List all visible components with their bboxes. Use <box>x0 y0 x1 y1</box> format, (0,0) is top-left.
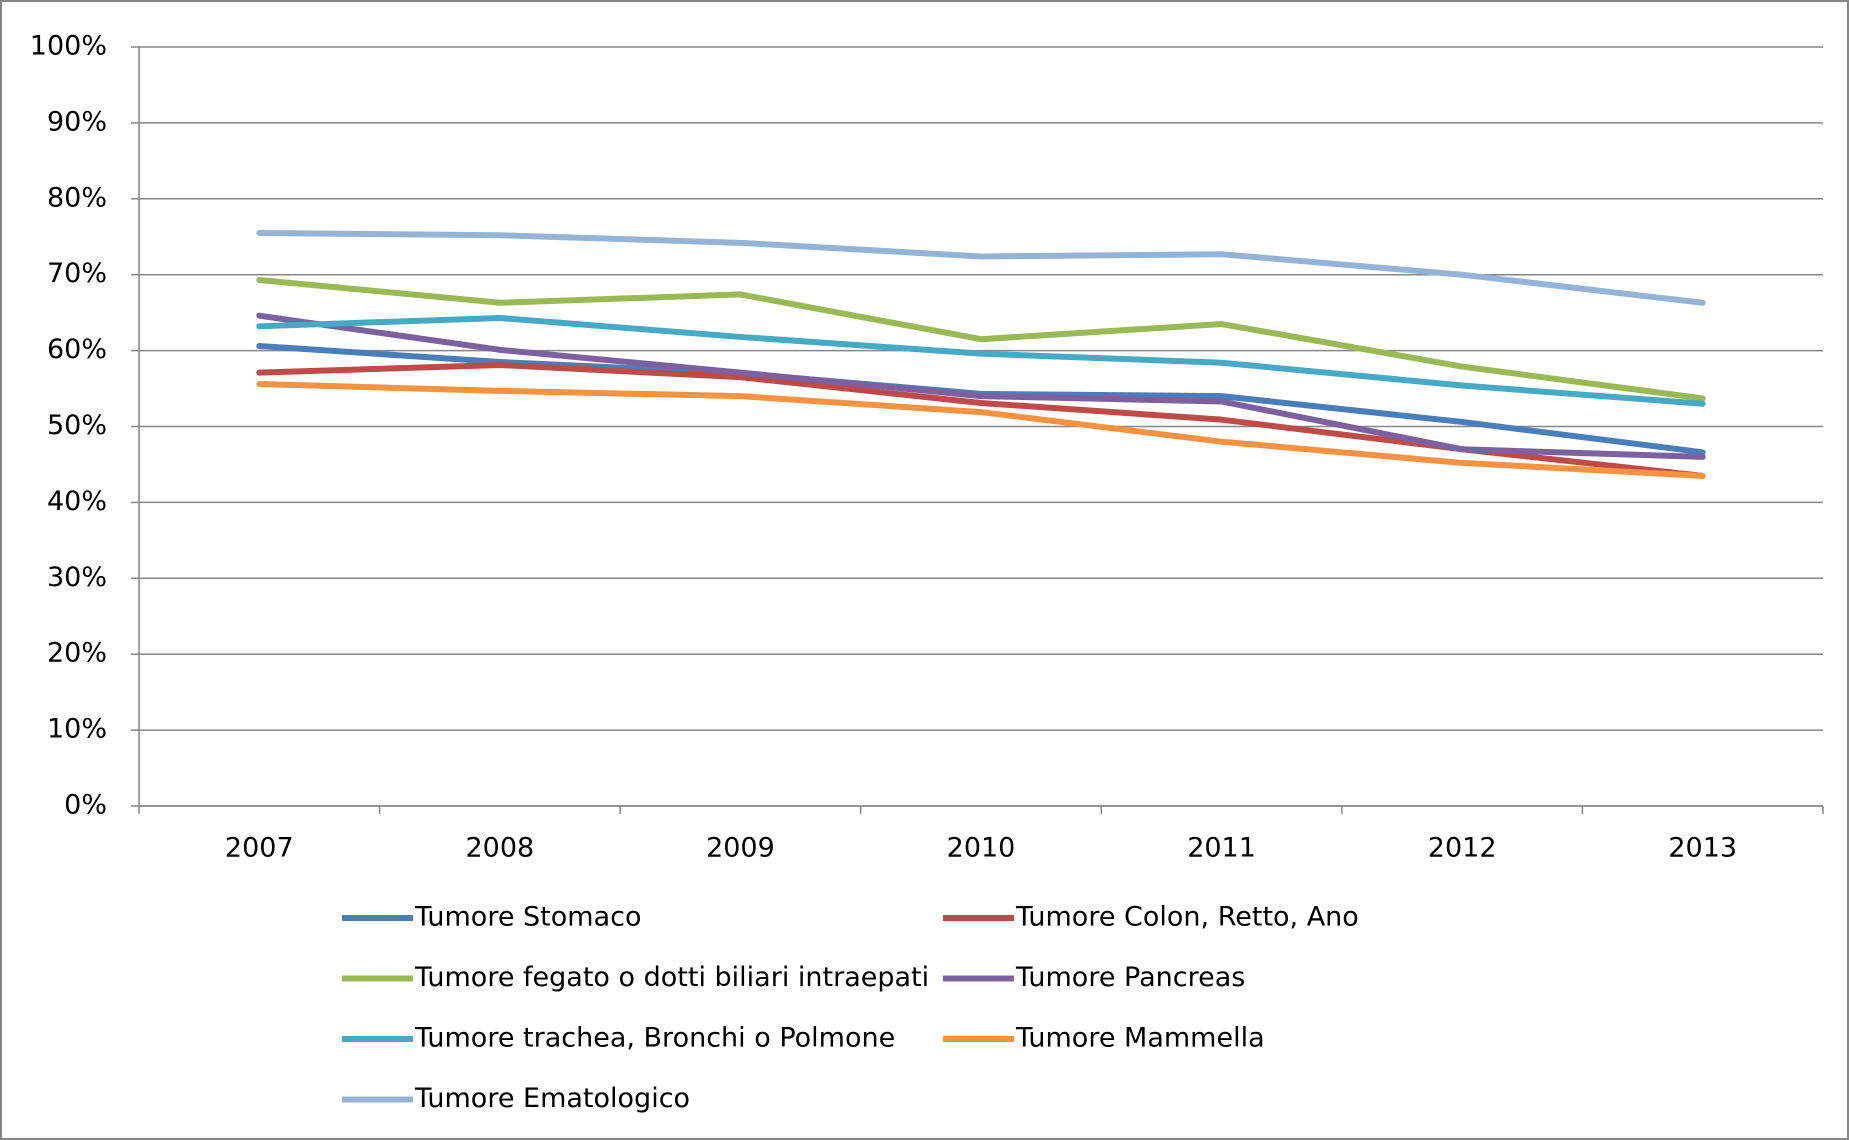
x-tick-label: 2009 <box>706 833 775 864</box>
series-line <box>256 229 1706 306</box>
y-tick-label: 0% <box>64 790 107 821</box>
legend-label: Tumore Stomaco <box>414 902 641 933</box>
y-tick-label: 100% <box>30 31 107 62</box>
series-line <box>256 312 1706 460</box>
series-line <box>256 277 1706 402</box>
y-tick-label: 60% <box>47 334 107 365</box>
y-tick-label: 40% <box>47 486 107 517</box>
x-tick-label: 2011 <box>1187 833 1256 864</box>
legend-label: Tumore trachea, Bronchi o Polmone <box>414 1023 895 1054</box>
x-tick-label: 2008 <box>465 833 534 864</box>
x-tick-label: 2012 <box>1428 833 1497 864</box>
legend-label: Tumore Mammella <box>1015 1023 1265 1054</box>
legend-label: Tumore Colon, Retto, Ano <box>1015 902 1359 933</box>
x-tick-label: 2010 <box>947 833 1016 864</box>
y-tick-label: 30% <box>47 562 107 593</box>
y-tick-label: 50% <box>47 410 107 441</box>
series-line <box>256 314 1706 407</box>
legend-label: Tumore Pancreas <box>1015 962 1245 993</box>
y-tick-label: 90% <box>47 106 107 137</box>
y-tick-label: 70% <box>47 258 107 289</box>
x-tick-label: 2007 <box>225 833 294 864</box>
legend-label: Tumore fegato o dotti biliari intraepati <box>414 962 929 993</box>
series-line <box>256 380 1706 479</box>
x-tick-label: 2013 <box>1668 833 1737 864</box>
y-tick-label: 10% <box>47 714 107 745</box>
legend-label: Tumore Ematologico <box>414 1083 690 1114</box>
y-tick-label: 80% <box>47 182 107 213</box>
y-tick-label: 20% <box>47 638 107 669</box>
